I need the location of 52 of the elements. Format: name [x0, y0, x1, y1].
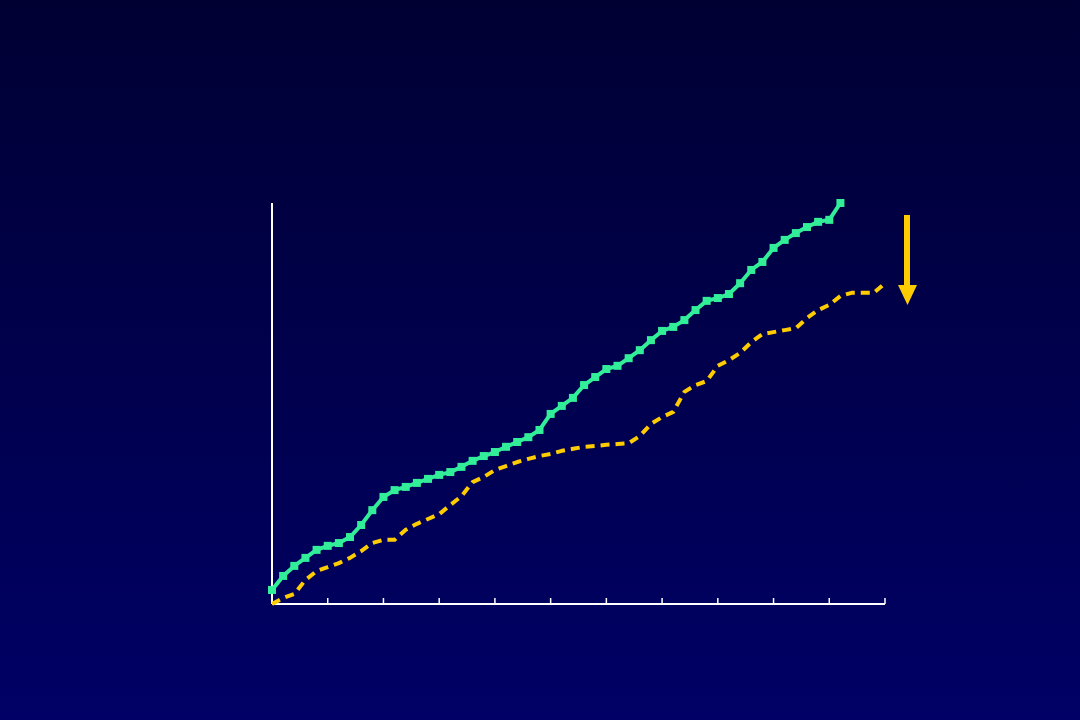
- point: [613, 361, 622, 370]
- point: [546, 409, 555, 418]
- point: [780, 235, 789, 244]
- point: [301, 553, 310, 562]
- point: [524, 433, 533, 442]
- point: [602, 365, 611, 374]
- point: [502, 442, 511, 451]
- point: [412, 478, 421, 487]
- point: [535, 425, 544, 434]
- point: [691, 306, 700, 315]
- point: [390, 486, 399, 495]
- point: [424, 474, 433, 483]
- point: [624, 354, 633, 363]
- point: [635, 346, 644, 355]
- point: [379, 492, 388, 501]
- point: [513, 438, 522, 446]
- point: [557, 401, 566, 410]
- point: [334, 539, 343, 548]
- point: [814, 217, 823, 226]
- point: [736, 279, 745, 288]
- point: [580, 381, 589, 390]
- point: [346, 533, 355, 542]
- point: [724, 290, 733, 299]
- point: [479, 452, 488, 461]
- point: [368, 506, 377, 515]
- point: [836, 199, 845, 207]
- point: [568, 393, 577, 402]
- point: [323, 541, 332, 550]
- point: [490, 448, 499, 457]
- point: [312, 545, 321, 554]
- point: [357, 521, 366, 529]
- point: [591, 373, 600, 382]
- point: [769, 243, 778, 252]
- point: [747, 265, 756, 274]
- point: [646, 336, 655, 345]
- point: [758, 257, 767, 266]
- point: [446, 468, 455, 477]
- point: [290, 561, 299, 570]
- point: [468, 456, 477, 465]
- point: [702, 296, 711, 305]
- point: [279, 571, 288, 580]
- point: [791, 229, 800, 238]
- point: [669, 322, 678, 331]
- point: [802, 223, 811, 232]
- point: [680, 316, 689, 325]
- point: [825, 215, 834, 224]
- point: [457, 462, 466, 471]
- point: [658, 326, 667, 335]
- point: [713, 294, 722, 303]
- point: [401, 482, 410, 491]
- point: [435, 470, 444, 479]
- point: [268, 585, 276, 594]
